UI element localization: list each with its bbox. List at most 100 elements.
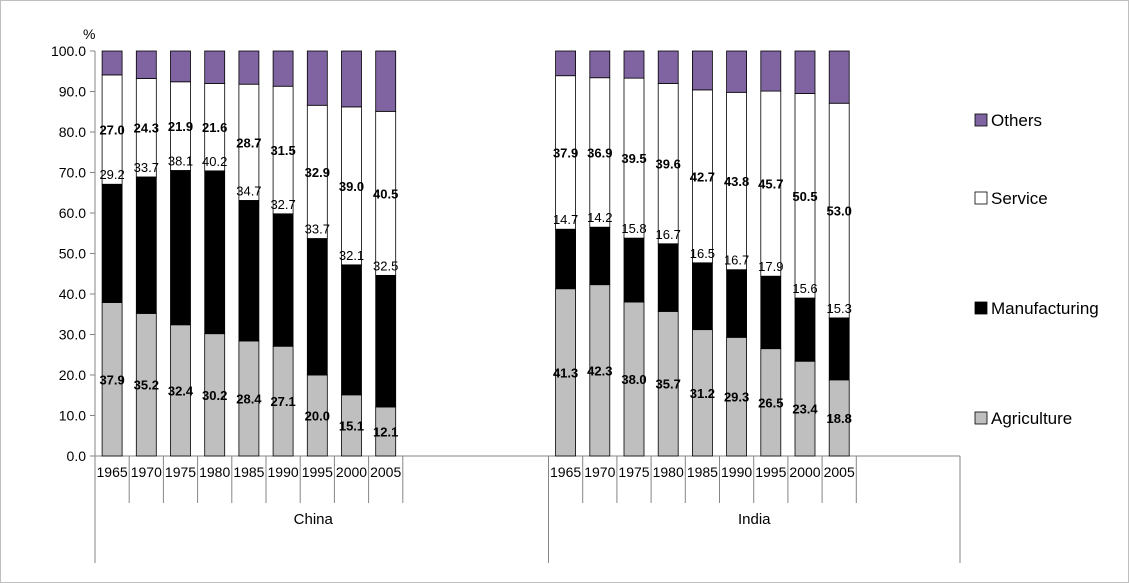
data-label-agriculture: 29.3 [724, 390, 749, 405]
data-label-service: 32.9 [305, 165, 330, 180]
bar-segment-manufacturing [170, 170, 191, 326]
bar-segment-manufacturing [657, 243, 679, 312]
data-label-agriculture: 41.3 [553, 365, 578, 380]
data-label-agriculture: 20.0 [305, 409, 330, 424]
y-tick-label: 0.0 [67, 448, 87, 464]
bar-segment-manufacturing [794, 297, 816, 362]
data-label-manufacturing: 33.7 [134, 160, 159, 175]
data-label-agriculture: 23.4 [792, 402, 818, 417]
data-label-service: 37.9 [553, 145, 578, 160]
bar-segment-others [555, 50, 576, 77]
data-label-agriculture: 30.2 [202, 388, 227, 403]
bar-segment-others [657, 50, 679, 84]
data-label-agriculture: 35.2 [134, 378, 159, 393]
data-label-agriculture: 27.1 [270, 394, 295, 409]
bar-segment-manufacturing [238, 200, 260, 342]
bar-segment-others [623, 50, 645, 79]
bar-segment-others [135, 50, 157, 79]
data-label-service: 21.6 [202, 120, 227, 135]
y-tick-label: 50.0 [59, 246, 86, 262]
data-label-manufacturing: 16.7 [724, 253, 749, 268]
bar-segment-manufacturing [555, 228, 576, 290]
data-label-service: 40.5 [373, 186, 398, 201]
x-tick-label: 1975 [618, 464, 649, 480]
data-label-service: 39.5 [621, 151, 646, 166]
data-label-service: 21.9 [168, 119, 193, 134]
data-label-agriculture: 12.1 [373, 424, 398, 439]
x-tick-label: 1980 [199, 464, 230, 480]
data-label-manufacturing: 29.2 [99, 167, 124, 182]
data-label-service: 31.5 [270, 143, 295, 158]
legend-label-manufacturing: Manufacturing [991, 299, 1099, 318]
bar-segment-others [828, 50, 850, 104]
legend-label-others: Others [991, 111, 1042, 130]
data-label-agriculture: 37.9 [99, 372, 124, 387]
legend-label-service: Service [991, 189, 1048, 208]
x-tick-label: 2005 [824, 464, 855, 480]
bar-segment-others [692, 50, 713, 91]
data-label-manufacturing: 15.3 [827, 301, 852, 316]
x-tick-label: 1995 [302, 464, 333, 480]
data-label-agriculture: 28.4 [236, 391, 262, 406]
y-tick-label: 80.0 [59, 124, 86, 140]
data-label-service: 39.6 [656, 157, 681, 172]
data-label-manufacturing: 14.7 [553, 212, 578, 227]
bar-segment-others [794, 50, 816, 94]
bar-segment-manufacturing [341, 264, 362, 396]
group-label-china: China [294, 511, 334, 528]
data-label-service: 45.7 [758, 177, 783, 192]
data-label-service: 39.0 [339, 179, 364, 194]
x-tick-label: 1965 [550, 464, 581, 480]
bar-segment-others [238, 50, 260, 85]
bar-segment-others [204, 50, 226, 84]
bar-segment-manufacturing [101, 183, 123, 303]
bar-segment-manufacturing [760, 275, 782, 350]
x-tick-label: 1990 [721, 464, 752, 480]
y-tick-label: 30.0 [59, 327, 86, 343]
x-tick-label: 1995 [755, 464, 786, 480]
data-label-manufacturing: 32.1 [339, 248, 364, 263]
bar-segment-others [589, 50, 611, 79]
data-label-manufacturing: 32.5 [373, 258, 398, 273]
data-label-service: 24.3 [134, 121, 159, 136]
y-tick-label: 10.0 [59, 408, 86, 424]
data-label-service: 28.7 [236, 135, 261, 150]
y-tick-label: 90.0 [59, 84, 86, 100]
bar-segment-manufacturing [204, 170, 226, 335]
group-label-india: India [738, 511, 771, 528]
legend-swatch-others [974, 113, 988, 127]
x-tick-label: 1980 [653, 464, 684, 480]
x-tick-label: 1970 [584, 464, 615, 480]
x-tick-label: 1975 [165, 464, 196, 480]
legend-swatch-service [974, 191, 988, 205]
data-label-manufacturing: 33.7 [305, 222, 330, 237]
bar-segment-manufacturing [306, 238, 328, 376]
legend-swatch-manufacturing [974, 301, 988, 315]
bar-segment-manufacturing [828, 317, 850, 381]
x-tick-label: 2000 [789, 464, 820, 480]
data-label-manufacturing: 38.1 [168, 153, 193, 168]
data-label-service: 53.0 [827, 204, 852, 219]
x-tick-label: 1985 [233, 464, 264, 480]
data-label-service: 36.9 [587, 145, 612, 160]
bar-segment-others [375, 50, 397, 112]
data-label-service: 27.0 [99, 123, 124, 138]
x-tick-label: 2005 [370, 464, 401, 480]
data-label-manufacturing: 16.7 [656, 227, 681, 242]
data-label-agriculture: 35.7 [656, 377, 681, 392]
bar-segment-manufacturing [726, 269, 747, 338]
bar-segment-manufacturing [135, 176, 157, 314]
x-tick-label: 1965 [97, 464, 128, 480]
bar-segment-manufacturing [692, 262, 713, 331]
y-tick-label: 40.0 [59, 286, 86, 302]
data-label-agriculture: 26.5 [758, 395, 783, 410]
bar-segment-manufacturing [272, 213, 294, 347]
bar-segment-others [726, 50, 747, 93]
data-label-agriculture: 42.3 [587, 363, 612, 378]
legend-label-agriculture: Agriculture [991, 409, 1072, 428]
x-tick-label: 1985 [687, 464, 718, 480]
bar-segment-others [272, 50, 294, 87]
data-label-manufacturing: 15.8 [621, 221, 646, 236]
